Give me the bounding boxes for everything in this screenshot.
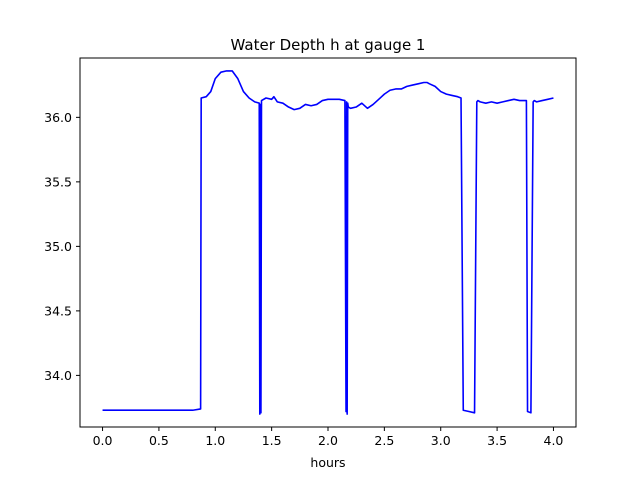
x-tick-label: 3.5 (487, 433, 507, 448)
y-tick-label: 34.5 (44, 303, 72, 318)
x-tick-label: 3.0 (431, 433, 451, 448)
x-tick-label: 4.0 (544, 433, 564, 448)
y-tick-label: 34.0 (44, 368, 72, 383)
x-tick-label: 1.0 (205, 433, 225, 448)
chart-title: Water Depth h at gauge 1 (231, 36, 426, 54)
x-axis-label: hours (310, 455, 345, 470)
plot-area: 0.0 0.5 1.0 1.5 2.0 2.5 3.0 3.5 4.0 34.0 34.5 35.0 3… (44, 57, 577, 448)
y-tick-label: 36.0 (44, 110, 72, 125)
y-tick-label: 35.0 (44, 239, 72, 254)
y-tick-label: 35.5 (44, 174, 72, 189)
x-tick-label: 1.5 (262, 433, 282, 448)
series-line-0 (102, 70, 554, 415)
x-tick-label: 0.5 (149, 433, 169, 448)
x-tick-label: 2.5 (374, 433, 394, 448)
x-tick-label: 2.0 (318, 433, 338, 448)
x-tick-label: 0.0 (93, 433, 113, 448)
